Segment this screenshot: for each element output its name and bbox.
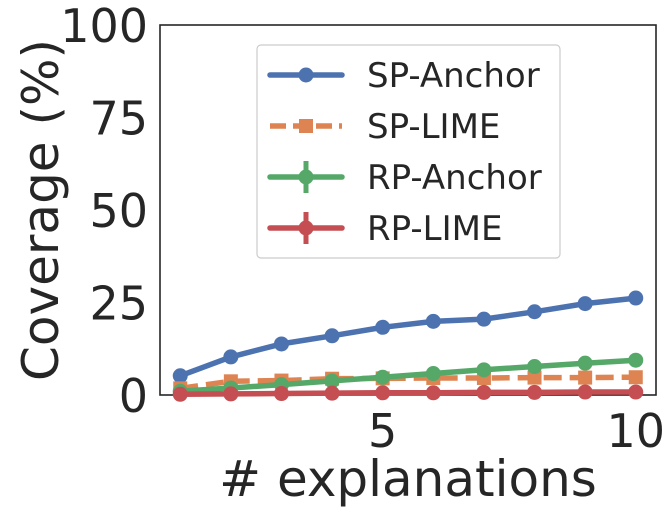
data-point <box>527 370 542 385</box>
series-layer <box>172 290 644 402</box>
series-sp-anchor <box>172 290 644 384</box>
data-point <box>628 370 643 385</box>
data-point <box>527 384 543 400</box>
legend-label: SP-LIME <box>367 107 500 147</box>
x-axis-label: # explanations <box>219 450 597 508</box>
data-point <box>425 385 441 401</box>
legend-marker <box>298 67 314 83</box>
data-point <box>425 313 441 329</box>
legend-marker <box>298 220 314 236</box>
y-tick-label: 0 <box>119 369 148 423</box>
series-line <box>177 357 639 395</box>
data-point <box>375 385 391 401</box>
data-point <box>324 373 340 389</box>
legend-label: RP-Anchor <box>367 158 542 198</box>
y-tick-label: 75 <box>89 92 148 146</box>
data-point <box>476 362 492 378</box>
axis-ticks: 0 25 50 75 100 5 10 <box>60 0 665 458</box>
legend-box <box>256 44 561 259</box>
data-point <box>476 311 492 327</box>
data-point <box>223 386 239 402</box>
data-point <box>223 349 239 365</box>
data-point <box>628 352 644 368</box>
legend-entry: RP-Anchor <box>267 158 542 198</box>
x-tick-label: 10 <box>606 404 665 458</box>
legend-entry: RP-LIME <box>267 209 502 249</box>
data-point <box>375 319 391 335</box>
legend-marker <box>298 169 314 185</box>
data-point <box>577 296 593 312</box>
y-tick-label: 100 <box>60 0 148 53</box>
legend-marker <box>299 119 313 133</box>
data-point <box>527 359 543 375</box>
y-tick-label: 25 <box>89 277 148 331</box>
series-line <box>179 374 636 392</box>
data-point <box>476 384 492 400</box>
legend: SP-Anchor SP-LIME RP-Anchor RP-LIME <box>256 44 561 259</box>
data-point <box>172 368 188 384</box>
data-point <box>527 304 543 320</box>
y-axis-label: Coverage (%) <box>12 39 70 381</box>
data-point <box>578 370 593 385</box>
data-point <box>628 384 644 400</box>
data-point <box>273 386 289 402</box>
data-point <box>577 384 593 400</box>
legend-entry: SP-LIME <box>270 107 500 147</box>
series-line <box>177 389 639 398</box>
data-point <box>324 385 340 401</box>
data-point <box>273 336 289 352</box>
data-point <box>324 328 340 344</box>
data-point <box>628 290 644 306</box>
x-tick-label: 5 <box>368 404 397 458</box>
series-rp-anchor <box>172 352 644 399</box>
data-point <box>425 366 441 382</box>
legend-entry: SP-Anchor <box>267 56 540 96</box>
series-line <box>177 295 639 379</box>
y-tick-label: 50 <box>89 184 148 238</box>
data-point <box>375 369 391 385</box>
data-point <box>577 355 593 371</box>
legend-label: SP-Anchor <box>367 56 540 96</box>
data-point <box>172 386 188 402</box>
series-rp-lime <box>172 384 644 402</box>
legend-label: RP-LIME <box>367 209 502 249</box>
